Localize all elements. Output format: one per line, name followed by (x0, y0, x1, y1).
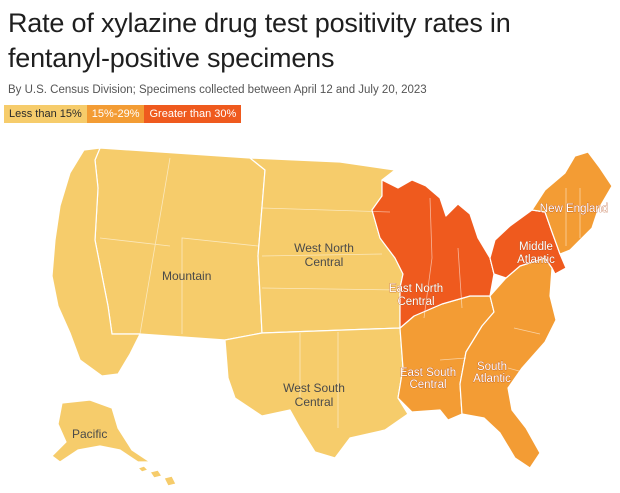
map-subtitle: By U.S. Census Division; Specimens colle… (8, 84, 427, 96)
label-east-north-central-1: East North (389, 283, 443, 295)
label-east-south-central-1: East South (400, 367, 456, 379)
legend: Less than 15% 15%-29% Greater than 30% (4, 105, 242, 123)
legend-mid: 15%-29% (86, 105, 145, 123)
label-pacific: Pacific (72, 427, 107, 441)
page-title: Rate of xylazine drug test positivity ra… (8, 8, 511, 73)
region-east-north-central (371, 179, 495, 329)
legend-low: Less than 15% (4, 105, 87, 123)
label-east-north-central-2: Central (397, 296, 434, 308)
label-west-north-central-1: West North (294, 241, 354, 255)
label-west-south-central-2: Central (295, 395, 334, 409)
label-middle-atlantic-1: Middle (519, 241, 553, 253)
region-new-england (531, 151, 613, 255)
label-middle-atlantic-2: Atlantic (517, 254, 555, 266)
label-west-south-central-1: West South (283, 381, 345, 395)
region-alaska (51, 399, 151, 463)
label-west-north-central-2: Central (305, 255, 344, 269)
region-hawaii (137, 465, 177, 487)
label-mountain: Mountain (162, 269, 211, 283)
region-pacific (51, 147, 141, 377)
state-lines (99, 157, 581, 428)
label-south-atlantic-2: Atlantic (473, 373, 511, 385)
label-south-atlantic-1: South (477, 361, 507, 373)
label-east-south-central-2: Central (409, 379, 446, 391)
legend-high: Greater than 30% (144, 105, 242, 123)
label-new-england: New England (540, 203, 608, 215)
us-map: Pacific Mountain West North Central West… (51, 147, 613, 487)
